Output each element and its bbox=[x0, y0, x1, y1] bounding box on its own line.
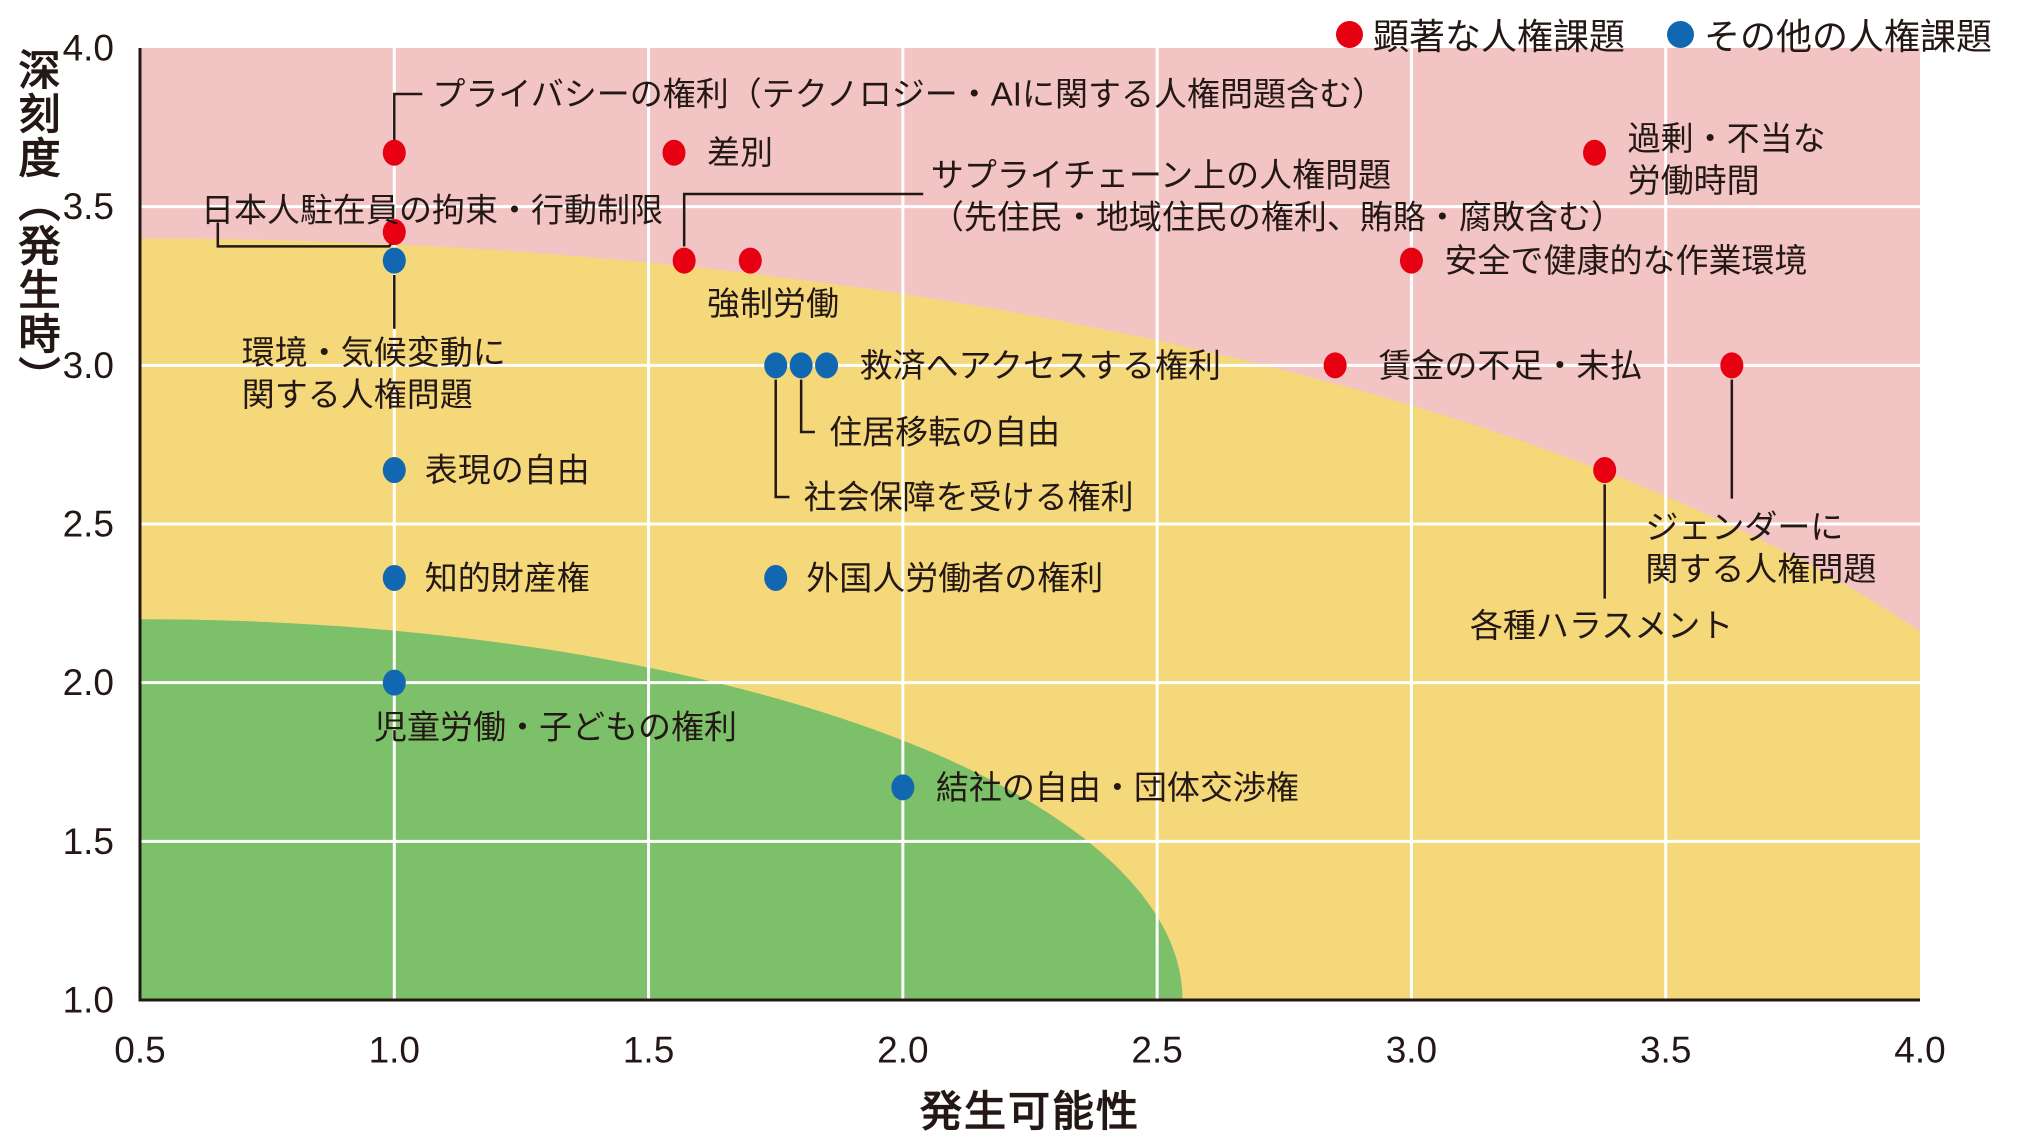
point-label: 結社の自由・団体交渉権 bbox=[936, 769, 1299, 806]
y-tick-label: 2.0 bbox=[63, 662, 114, 703]
x-axis-title: 発生可能性 bbox=[919, 1088, 1140, 1135]
leader-line bbox=[774, 379, 790, 499]
data-point bbox=[382, 247, 406, 274]
legend-item-other: その他の人権課題 bbox=[1666, 8, 1992, 60]
x-tick-label: 2.5 bbox=[1131, 1030, 1182, 1071]
legend-label-other: その他の人権課題 bbox=[1703, 16, 1992, 57]
point-label: 日本人駐在員の拘束・行動制限 bbox=[201, 191, 663, 228]
x-tick-label: 1.5 bbox=[623, 1030, 674, 1071]
data-point bbox=[1399, 247, 1423, 274]
other-dot-icon bbox=[1666, 20, 1694, 48]
legend-label-salient: 顕著な人権課題 bbox=[1372, 16, 1625, 57]
point-label: 賃金の不足・未払 bbox=[1378, 347, 1642, 384]
gridlines bbox=[140, 48, 1920, 1000]
data-point bbox=[662, 139, 686, 166]
point-label: サプライチェーン上の人権問題 bbox=[931, 156, 1391, 193]
data-point bbox=[382, 669, 406, 696]
data-point bbox=[815, 352, 839, 379]
point-label: 関する人権問題 bbox=[1645, 551, 1876, 588]
risk-zone-low bbox=[140, 619, 1183, 1000]
data-point bbox=[1720, 352, 1744, 379]
point-label: 住居移転の自由 bbox=[829, 413, 1060, 450]
y-tick-label: 1.5 bbox=[63, 821, 114, 862]
y-tick-label: 4.0 bbox=[63, 28, 114, 69]
point-label: 外国人労働者の権利 bbox=[806, 559, 1103, 596]
x-tick-label: 3.5 bbox=[1640, 1030, 1691, 1071]
point-label: 児童労働・子どもの権利 bbox=[374, 709, 737, 746]
salient-dot-icon bbox=[1335, 20, 1363, 48]
point-label: 社会保障を受ける権利 bbox=[804, 479, 1134, 516]
leader-line bbox=[682, 192, 924, 247]
leader-line bbox=[393, 92, 423, 144]
y-axis-title: 深刻度（発生時） bbox=[13, 48, 60, 400]
x-tick-label: 1.0 bbox=[369, 1030, 420, 1071]
point-label: 関する人権問題 bbox=[242, 376, 473, 413]
x-tick-label: 2.0 bbox=[877, 1030, 928, 1071]
x-tick-label: 3.0 bbox=[1386, 1030, 1437, 1071]
data-point bbox=[1593, 457, 1617, 484]
point-label: プライバシーの権利（テクノロジー・AIに関する人権問題含む） bbox=[432, 76, 1385, 113]
data-point bbox=[382, 139, 406, 166]
x-tick-label: 0.5 bbox=[114, 1030, 165, 1071]
point-label: 環境・気候変動に bbox=[242, 334, 506, 371]
point-label: 救済へアクセスする権利 bbox=[860, 347, 1221, 384]
data-point bbox=[1323, 352, 1347, 379]
point-label: 知的財産権 bbox=[425, 559, 590, 596]
point-label: 各種ハラスメント bbox=[1470, 607, 1733, 644]
point-label: 安全で健康的な作業環境 bbox=[1444, 242, 1807, 279]
data-point bbox=[764, 564, 788, 591]
data-point bbox=[764, 352, 788, 379]
legend: 顕著な人権課題 その他の人権課題 bbox=[1335, 8, 1992, 60]
axes bbox=[138, 48, 1920, 1002]
data-point bbox=[891, 774, 915, 801]
y-tick-label: 2.5 bbox=[63, 504, 114, 545]
data-point bbox=[382, 457, 406, 484]
point-label: 過剰・不当な bbox=[1628, 120, 1826, 157]
series-salient: プライバシーの権利（テクノロジー・AIに関する人権問題含む） 日本人駐在員の拘束・… bbox=[201, 76, 1876, 645]
data-point bbox=[789, 352, 813, 379]
point-label: 表現の自由 bbox=[425, 452, 590, 489]
data-point bbox=[382, 219, 406, 246]
point-label: 労働時間 bbox=[1628, 162, 1760, 199]
point-label: 差別 bbox=[707, 134, 773, 171]
legend-item-salient: 顕著な人権課題 bbox=[1335, 8, 1625, 60]
y-tick-label: 3.0 bbox=[63, 345, 114, 386]
y-tick-label: 3.5 bbox=[63, 186, 114, 227]
y-tick-label: 1.0 bbox=[63, 980, 114, 1021]
point-label: 強制労働 bbox=[707, 285, 839, 322]
data-point bbox=[738, 247, 762, 274]
leader-line bbox=[799, 379, 815, 434]
data-point bbox=[672, 247, 696, 274]
data-point bbox=[382, 564, 406, 591]
data-point bbox=[1583, 139, 1607, 166]
point-label: （先住民・地域住民の権利、賄賂・腐敗含む） bbox=[931, 198, 1624, 235]
point-label: ジェンダーに bbox=[1645, 509, 1843, 546]
x-tick-label: 4.0 bbox=[1894, 1030, 1945, 1071]
